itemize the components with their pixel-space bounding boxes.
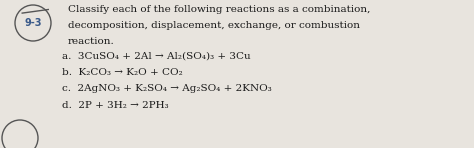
Text: a.  3CuSO₄ + 2Al → Al₂(SO₄)₃ + 3Cu: a. 3CuSO₄ + 2Al → Al₂(SO₄)₃ + 3Cu xyxy=(62,52,251,61)
Text: c.  2AgNO₃ + K₂SO₄ → Ag₂SO₄ + 2KNO₃: c. 2AgNO₃ + K₂SO₄ → Ag₂SO₄ + 2KNO₃ xyxy=(62,84,272,93)
Text: Classify each of the following reactions as a combination,: Classify each of the following reactions… xyxy=(68,5,370,14)
Text: reaction.: reaction. xyxy=(68,37,115,46)
Text: decomposition, displacement, exchange, or combustion: decomposition, displacement, exchange, o… xyxy=(68,21,360,30)
Text: 9-3: 9-3 xyxy=(24,18,42,28)
Text: d.  2P + 3H₂ → 2PH₃: d. 2P + 3H₂ → 2PH₃ xyxy=(62,101,169,110)
Text: b.  K₂CO₃ → K₂O + CO₂: b. K₂CO₃ → K₂O + CO₂ xyxy=(62,68,183,77)
